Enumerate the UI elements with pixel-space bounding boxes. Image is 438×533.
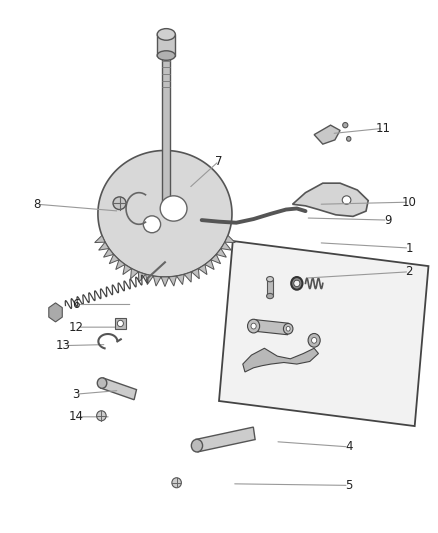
Text: 11: 11 (376, 122, 391, 135)
Ellipse shape (143, 216, 161, 233)
Text: 10: 10 (402, 196, 417, 208)
Ellipse shape (97, 411, 106, 421)
Ellipse shape (157, 29, 175, 40)
Text: 13: 13 (56, 339, 71, 352)
Polygon shape (138, 272, 146, 282)
Polygon shape (267, 279, 273, 296)
Ellipse shape (97, 378, 107, 389)
Ellipse shape (294, 280, 300, 287)
Polygon shape (196, 427, 255, 452)
Text: 9: 9 (384, 214, 392, 227)
Text: 1: 1 (406, 241, 413, 255)
Ellipse shape (342, 196, 351, 204)
Ellipse shape (267, 277, 273, 282)
Ellipse shape (346, 136, 351, 141)
Polygon shape (49, 303, 62, 322)
Ellipse shape (343, 123, 348, 128)
Text: 4: 4 (345, 440, 353, 454)
Polygon shape (162, 55, 170, 206)
Polygon shape (103, 248, 113, 257)
Polygon shape (116, 260, 125, 270)
Ellipse shape (172, 478, 181, 488)
Polygon shape (253, 320, 289, 335)
Polygon shape (98, 150, 232, 277)
Polygon shape (314, 125, 340, 144)
Polygon shape (243, 348, 318, 372)
Ellipse shape (160, 196, 187, 221)
Text: 6: 6 (73, 298, 80, 311)
Polygon shape (157, 35, 175, 55)
Ellipse shape (247, 319, 260, 333)
Polygon shape (109, 254, 119, 264)
Polygon shape (293, 183, 368, 216)
Ellipse shape (117, 320, 124, 327)
Ellipse shape (251, 323, 256, 329)
Polygon shape (146, 274, 153, 285)
Polygon shape (101, 378, 137, 400)
Polygon shape (221, 242, 231, 250)
Polygon shape (198, 264, 207, 274)
Ellipse shape (308, 334, 320, 347)
Ellipse shape (113, 197, 126, 209)
Polygon shape (161, 277, 169, 287)
Ellipse shape (191, 439, 202, 452)
Ellipse shape (311, 337, 317, 343)
Text: 7: 7 (215, 155, 223, 167)
Ellipse shape (157, 51, 175, 60)
Text: 5: 5 (345, 479, 353, 492)
Polygon shape (219, 241, 428, 426)
Polygon shape (123, 264, 131, 274)
Ellipse shape (291, 277, 303, 290)
Polygon shape (184, 272, 191, 282)
Text: 3: 3 (73, 387, 80, 401)
Polygon shape (153, 276, 161, 286)
Text: 14: 14 (69, 410, 84, 423)
Polygon shape (225, 236, 235, 243)
Polygon shape (191, 269, 199, 279)
Polygon shape (211, 254, 221, 264)
Polygon shape (95, 236, 105, 243)
Polygon shape (169, 276, 177, 286)
Ellipse shape (283, 324, 293, 334)
Text: 2: 2 (406, 265, 413, 278)
Bar (115, 318, 126, 329)
Text: 8: 8 (34, 198, 41, 211)
Polygon shape (216, 248, 226, 257)
Polygon shape (205, 260, 214, 270)
Text: 12: 12 (69, 321, 84, 334)
Ellipse shape (286, 326, 290, 331)
Ellipse shape (267, 293, 273, 298)
Polygon shape (131, 269, 138, 279)
Polygon shape (177, 274, 184, 285)
Polygon shape (99, 242, 109, 250)
